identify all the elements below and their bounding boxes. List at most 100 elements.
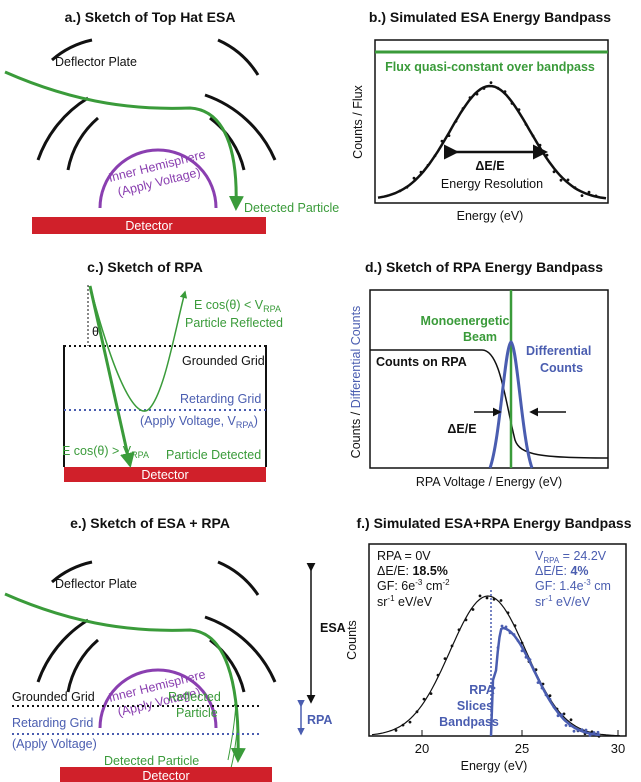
esa-point <box>394 729 398 732</box>
detected-particle-label: Detected Particle <box>104 754 199 768</box>
esa-point <box>566 178 570 182</box>
rpa-point <box>584 728 588 732</box>
rpa-point <box>512 633 516 636</box>
detector-label: Detector <box>142 769 189 782</box>
esa-curve-line <box>377 84 607 200</box>
particle-detected-label: Particle Detected <box>166 448 261 462</box>
esa-point <box>559 178 563 182</box>
esa-point <box>436 673 440 677</box>
esa-point <box>531 134 535 138</box>
panel-f-xlabel: Energy (eV) <box>461 759 528 773</box>
deflector-plate-label: Deflector Plate <box>55 577 137 591</box>
esa-point <box>513 624 517 627</box>
esa-point <box>471 608 475 611</box>
esa-point <box>545 153 549 157</box>
esa-point <box>401 723 405 727</box>
esa-point <box>429 692 433 695</box>
counts-on-rpa-label: Counts on RPA <box>376 355 467 369</box>
esa-point <box>482 87 486 90</box>
panel-a-title: a.) Sketch of Top Hat ESA <box>65 9 236 25</box>
esa-label: ESA <box>320 621 346 635</box>
panel-d: d.) Sketch of RPA Energy Bandpass Monoen… <box>349 259 609 489</box>
rpa-point <box>576 729 580 732</box>
esa-curve-line <box>371 595 621 737</box>
rpa-counts-curve <box>370 349 609 459</box>
rpa-point <box>552 705 556 709</box>
rpa-label: RPA <box>307 713 332 727</box>
rpa-point <box>572 729 576 733</box>
outer-hemisphere-left <box>36 96 89 161</box>
rpa-point <box>568 724 572 728</box>
detected-trajectory <box>88 285 135 468</box>
detector-bar <box>64 467 266 482</box>
deflector-plate-left <box>51 560 93 584</box>
rpa-point <box>508 631 512 635</box>
particle-reflected-label: Particle Reflected <box>185 316 283 330</box>
rpa-point <box>536 681 540 684</box>
rpa-point <box>532 668 536 672</box>
esa-point <box>415 710 419 714</box>
esa-bandpass-curve <box>377 84 607 200</box>
deflector-plate-label: Deflector Plate <box>55 55 137 69</box>
middle-hemisphere-left <box>66 116 99 171</box>
rpa-point <box>556 714 560 718</box>
panel-f-plot-frame <box>368 543 627 737</box>
panel-f-ylabel: Counts <box>345 620 359 660</box>
esa-point <box>587 190 591 194</box>
rpa-slice-label-1: RPA <box>469 683 494 697</box>
esa-point <box>538 143 542 147</box>
particle-trajectory <box>4 70 244 211</box>
panel-e: e.) Sketch of ESA + RPA Deflector Plate … <box>4 515 346 782</box>
esa-point <box>524 123 528 126</box>
reflected-trajectory <box>227 701 239 761</box>
differential-counts-curve <box>488 340 534 469</box>
esa-point <box>475 92 479 96</box>
retarding-grid-label: Retarding Grid <box>180 392 261 406</box>
detected-condition-label: E cos(θ) > VRPA <box>62 444 149 460</box>
esa-point <box>433 154 437 158</box>
outer-hemisphere-left <box>36 618 89 683</box>
esa-point <box>510 102 514 105</box>
esa-point <box>426 163 430 167</box>
esa-point <box>440 139 444 143</box>
rpa-point <box>540 686 544 690</box>
deflector-plate-left <box>51 38 93 62</box>
rpa-point <box>520 649 524 653</box>
panel-b-xlabel: Energy (eV) <box>457 209 524 223</box>
differential-label: Differential <box>526 344 591 358</box>
rpa-24v-gf: GF: 1.4e-3 cm <box>535 578 611 593</box>
rpa-point <box>500 624 504 628</box>
esa-point <box>408 720 412 724</box>
panel-f-ticks <box>421 730 619 736</box>
rpa-point <box>548 697 552 701</box>
rpa-point <box>504 625 508 629</box>
panel-d-title: d.) Sketch of RPA Energy Bandpass <box>365 259 603 275</box>
panel-d-plot-frame <box>369 289 609 469</box>
esa-point <box>580 194 584 198</box>
rpa-curve-line <box>489 626 601 737</box>
rpa-point <box>588 734 592 737</box>
reflected-trajectory <box>89 285 188 412</box>
panel-e-title: e.) Sketch of ESA + RPA <box>70 515 230 531</box>
esa-point <box>573 186 577 190</box>
panel-b: b.) Simulated ESA Energy Bandpass Flux q… <box>351 9 611 223</box>
panel-c: c.) Sketch of RPA Detector θ E cos(θ) < … <box>62 259 283 482</box>
middle-hemisphere-left <box>66 638 99 693</box>
esa-point <box>594 194 598 198</box>
delta-e-label: ΔE/E <box>447 422 476 436</box>
esa-point <box>468 96 472 100</box>
panel-b-ylabel: Counts / Flux <box>351 84 365 158</box>
esa-point <box>419 170 423 174</box>
panel-c-title: c.) Sketch of RPA <box>87 259 203 275</box>
rpa-point <box>592 731 596 734</box>
esa-point <box>517 108 521 111</box>
esa-point <box>552 170 556 174</box>
panel-f: f.) Simulated ESA+RPA Energy Bandpass RP… <box>345 515 632 773</box>
esa-point <box>443 657 447 660</box>
panel-d-xlabel: RPA Voltage / Energy (eV) <box>416 475 562 489</box>
rpa-0v-label: RPA = 0V <box>377 549 431 563</box>
detector-label: Detector <box>125 219 172 233</box>
rpa-point <box>496 646 500 649</box>
esa-point <box>492 597 496 601</box>
